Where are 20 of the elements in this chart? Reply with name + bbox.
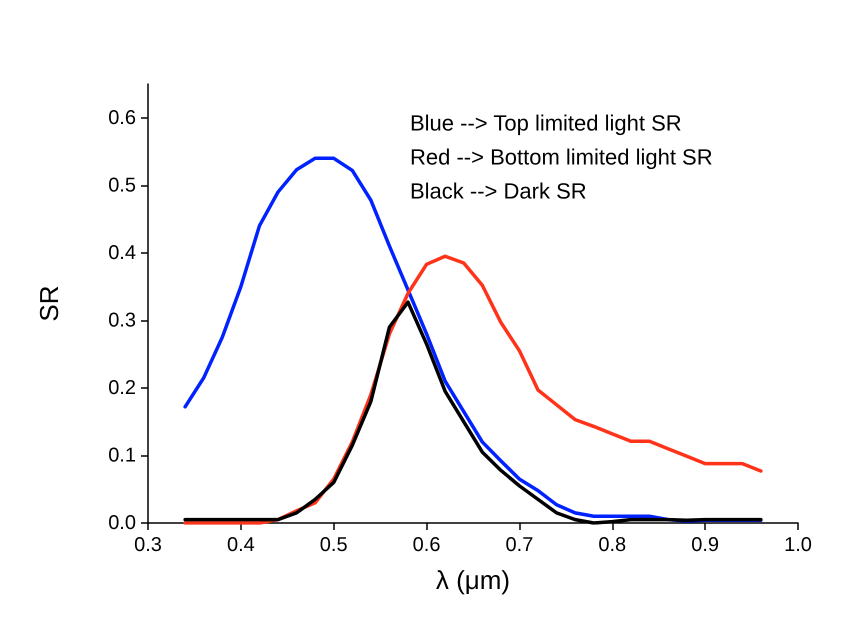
x-tick-label: 1.0 (784, 534, 812, 556)
x-tick-label: 0.5 (320, 534, 348, 556)
x-tick-label: 0.8 (598, 534, 626, 556)
x-axis-title: λ (μm) (436, 565, 510, 595)
y-tick-label: 0.0 (108, 512, 136, 534)
x-tick-label: 0.3 (134, 534, 162, 556)
y-tick-label: 0.1 (108, 444, 136, 466)
x-tick-label: 0.6 (412, 534, 440, 556)
x-tick-label: 0.9 (691, 534, 720, 556)
y-tick-label: 0.5 (108, 174, 136, 196)
y-axis-title: SR (34, 285, 64, 322)
annotation: Red --> Bottom limited light SR (410, 144, 713, 170)
y-tick-label: 0.2 (108, 376, 136, 399)
y-tick-label: 0.4 (108, 242, 136, 264)
annotation: Blue --> Top limited light SR (410, 110, 682, 136)
annotation: Black --> Dark SR (410, 178, 587, 204)
x-tick-label: 0.4 (226, 534, 255, 556)
y-tick-label: 0.6 (108, 106, 136, 129)
y-tick-label: 0.3 (108, 309, 136, 332)
x-tick-label: 0.7 (506, 534, 534, 556)
